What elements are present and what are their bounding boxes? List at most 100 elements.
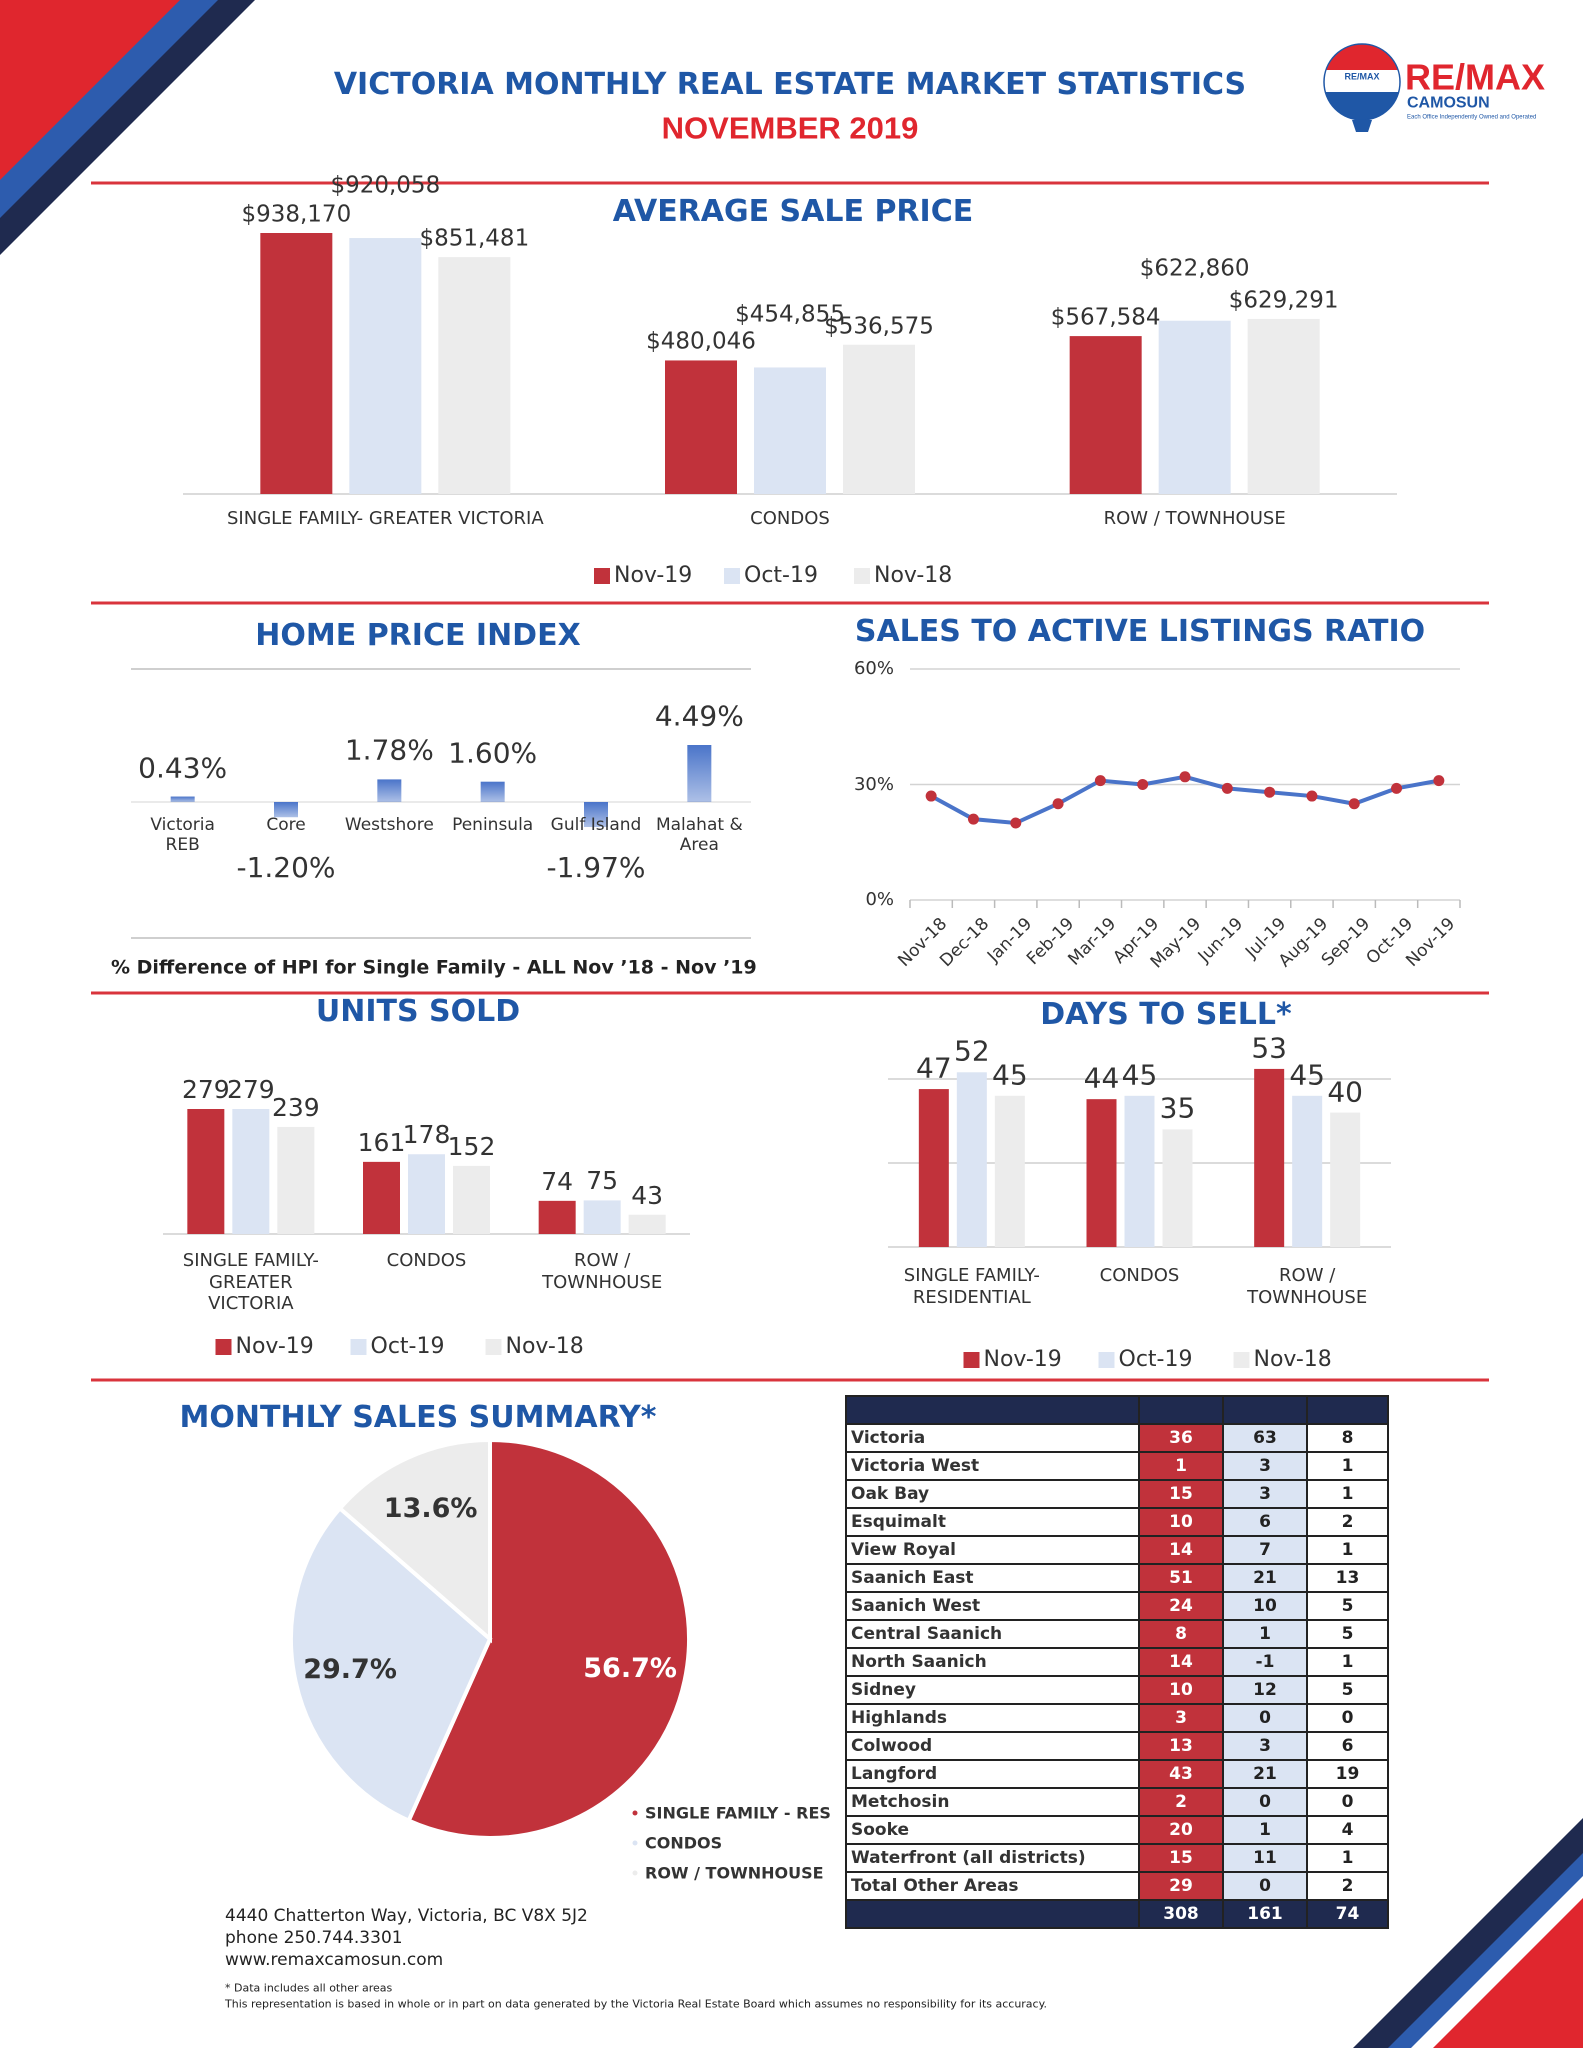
legend-label: Nov-18 [1253,1346,1332,1372]
legend-swatch [854,568,870,584]
table-cell: 2 [1306,1507,1389,1537]
table-cell [1138,1395,1224,1425]
bar [1254,1068,1285,1247]
marker [1010,817,1022,829]
marker [1221,782,1233,794]
table-cell: 19 [1306,1759,1389,1789]
y-tick-label: 30% [853,773,894,795]
legend-swatch [632,1810,638,1816]
table-cell: 0 [1222,1787,1308,1817]
table-row: Langford 43 21 19 [845,1759,1389,1789]
legend-swatch [632,1870,638,1876]
table-cell: Oak Bay [845,1479,1140,1509]
table-row: Waterfront (all districts) 15 11 1 [845,1843,1389,1873]
legend-swatch [594,568,610,584]
page-subtitle: NOVEMBER 2019 [661,110,919,146]
table-row: Saanich East 51 21 13 [845,1563,1389,1593]
table-cell: 4 [1306,1815,1389,1845]
chart-note: % Difference of HPI for Single Family - … [111,956,757,979]
table-cell: 10 [1138,1507,1224,1537]
footnote: * Data includes all other areas [225,1981,393,1995]
value-label: 1.60% [448,736,538,770]
table-cell: 10 [1222,1591,1308,1621]
table-row: Central Saanich 8 1 5 [845,1619,1389,1649]
value-label: 161 [357,1127,406,1157]
bar [538,1200,576,1234]
table-cell: 2 [1138,1787,1224,1817]
table-cell: 20 [1138,1815,1224,1845]
x-tick-label: ROW / TOWNHOUSE [1103,508,1286,529]
table-row: Total Other Areas 29 0 2 [845,1871,1389,1901]
bar [918,1089,949,1247]
table-cell: 1 [1138,1451,1224,1481]
marker [1391,782,1403,794]
table-cell: Saanich East [845,1563,1140,1593]
x-tick-label: CONDOS [1099,1265,1180,1286]
logo-office: CAMOSUN [1407,94,1490,112]
marker [1052,798,1064,810]
table-cell: 1 [1222,1815,1308,1845]
legend-label: ROW / TOWNHOUSE [645,1863,824,1883]
legend-label: Nov-19 [983,1346,1062,1372]
bar [583,1200,621,1234]
table-cell: Langford [845,1759,1140,1789]
bar [1158,320,1231,494]
value-label: 47 [916,1051,952,1085]
bar [438,257,511,494]
table-cell: 0 [1222,1871,1308,1901]
legend-swatch [485,1339,502,1355]
bar [363,1161,400,1234]
marker [1348,798,1360,810]
table-row: Victoria 36 63 8 [845,1423,1389,1453]
bar [687,745,712,802]
table-cell: 21 [1222,1563,1308,1593]
table-cell: 1 [1306,1535,1389,1565]
bar [274,802,298,818]
legend-swatch [350,1339,367,1355]
legend-label: Oct-19 [1118,1346,1193,1372]
table-cell: Victoria West [845,1451,1140,1481]
table-cell: 29 [1138,1871,1224,1901]
value-label: 152 [447,1131,496,1161]
bar [1162,1129,1193,1247]
bar [453,1165,490,1234]
table-cell [1222,1395,1308,1425]
legend-swatch [1098,1352,1115,1368]
table-cell: 14 [1138,1647,1224,1677]
value-label: 239 [271,1092,320,1122]
value-label: $938,170 [241,201,352,228]
legend-label: Oct-19 [744,562,818,588]
marker [1433,775,1445,787]
bar [1247,318,1320,494]
table-cell: 2 [1306,1871,1389,1901]
logo-basket [1352,120,1372,132]
table-cell: Colwood [845,1731,1140,1761]
y-tick-label: 0% [865,889,894,911]
legend-label: Nov-18 [505,1333,584,1359]
slice-label: 13.6% [383,1492,478,1524]
table-cell: Victoria [845,1423,1140,1453]
chart-title: AVERAGE SALE PRICE [612,194,974,229]
marker [1306,790,1318,802]
table-cell: Sooke [845,1815,1140,1845]
bar [1330,1112,1361,1247]
bar [628,1214,666,1234]
table-row: Metchosin 2 0 0 [845,1787,1389,1817]
value-label: 0.43% [138,750,228,784]
bar [480,781,505,802]
x-tick-label: CONDOS [386,1250,467,1271]
value-label: -1.97% [546,851,646,885]
table-cell: 6 [1222,1507,1308,1537]
table-cell: 1 [1306,1451,1389,1481]
table-cell: 12 [1222,1675,1308,1705]
x-tick-label: Core [266,815,306,835]
table-header [845,1395,1389,1425]
sales-table: Victoria 36 63 8 Victoria West 1 3 1 Oak Bay 15 3 1… [845,1395,1389,1929]
table-totals: 308 161 74 [845,1899,1389,1929]
table-cell: 36 [1138,1423,1224,1453]
x-tick-label: SINGLE FAMILY- RESIDENTIAL [903,1265,1040,1308]
value-label: 279 [181,1075,230,1104]
table-cell: 51 [1138,1563,1224,1593]
logo-tagline: Each Office Independently Owned and Oper… [1407,114,1537,121]
table-cell: 43 [1138,1759,1224,1789]
